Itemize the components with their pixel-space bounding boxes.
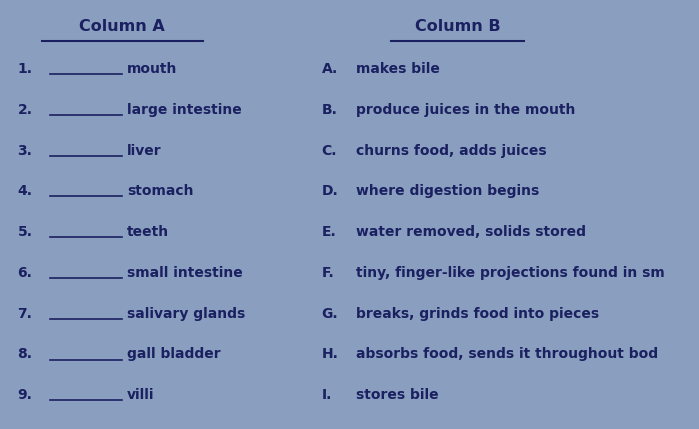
Text: teeth: teeth xyxy=(127,225,169,239)
Text: churns food, adds juices: churns food, adds juices xyxy=(356,144,547,158)
Text: 9.: 9. xyxy=(17,388,32,402)
Text: liver: liver xyxy=(127,144,162,158)
Text: 4.: 4. xyxy=(17,184,32,199)
Text: stomach: stomach xyxy=(127,184,194,199)
Text: 3.: 3. xyxy=(17,144,32,158)
Text: Column A: Column A xyxy=(80,19,165,34)
Text: A.: A. xyxy=(322,62,338,76)
Text: Column B: Column B xyxy=(415,19,500,34)
Text: small intestine: small intestine xyxy=(127,266,243,280)
Text: gall bladder: gall bladder xyxy=(127,347,221,362)
Text: 1.: 1. xyxy=(17,62,32,76)
Text: 6.: 6. xyxy=(17,266,32,280)
Text: H.: H. xyxy=(322,347,338,362)
Text: 2.: 2. xyxy=(17,103,32,117)
Text: F.: F. xyxy=(322,266,334,280)
Text: absorbs food, sends it throughout bod: absorbs food, sends it throughout bod xyxy=(356,347,658,362)
Text: breaks, grinds food into pieces: breaks, grinds food into pieces xyxy=(356,307,600,321)
Text: 5.: 5. xyxy=(17,225,32,239)
Text: salivary glands: salivary glands xyxy=(127,307,245,321)
Text: mouth: mouth xyxy=(127,62,178,76)
Text: G.: G. xyxy=(322,307,338,321)
Text: large intestine: large intestine xyxy=(127,103,242,117)
Text: 8.: 8. xyxy=(17,347,32,362)
Text: produce juices in the mouth: produce juices in the mouth xyxy=(356,103,576,117)
Text: 7.: 7. xyxy=(17,307,32,321)
Text: water removed, solids stored: water removed, solids stored xyxy=(356,225,586,239)
Text: E.: E. xyxy=(322,225,336,239)
Text: D.: D. xyxy=(322,184,338,199)
Text: makes bile: makes bile xyxy=(356,62,440,76)
Text: B.: B. xyxy=(322,103,338,117)
Text: C.: C. xyxy=(322,144,337,158)
Text: villi: villi xyxy=(127,388,154,402)
Text: stores bile: stores bile xyxy=(356,388,439,402)
Text: where digestion begins: where digestion begins xyxy=(356,184,540,199)
Text: I.: I. xyxy=(322,388,332,402)
Text: tiny, finger-like projections found in sm: tiny, finger-like projections found in s… xyxy=(356,266,665,280)
